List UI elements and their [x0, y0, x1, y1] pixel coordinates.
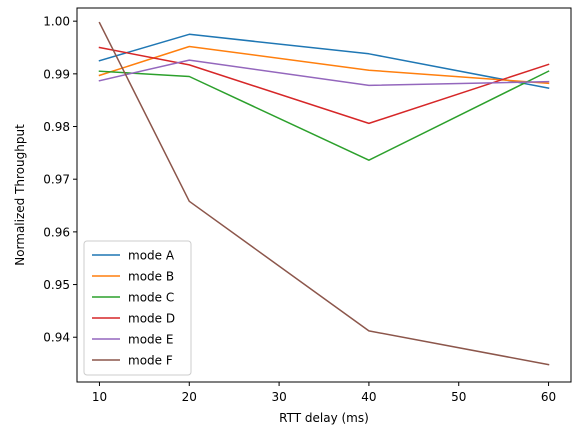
- legend-label: mode B: [128, 270, 174, 284]
- y-axis: 0.94 0.95 0.96 0.97 0.98 0.99 1.00: [43, 15, 77, 345]
- series-line-mode-a: [98, 33, 550, 89]
- x-axis: 10 20 30 40 50 60: [92, 382, 556, 404]
- x-tick-label: 50: [451, 390, 466, 404]
- y-tick-label: 0.96: [43, 225, 70, 239]
- legend-label: mode F: [128, 354, 173, 368]
- x-tick-label: 20: [182, 390, 197, 404]
- legend-box: [83, 240, 192, 376]
- legend-label: mode C: [128, 291, 174, 305]
- x-tick-label: 30: [271, 390, 286, 404]
- y-tick-label: 0.94: [43, 331, 70, 345]
- series-layer: [98, 21, 550, 366]
- y-axis-title: Normalized Throughput: [13, 124, 27, 266]
- series-line-mode-d: [98, 46, 550, 125]
- legend-label: mode D: [128, 312, 175, 326]
- x-tick-label: 40: [361, 390, 376, 404]
- plot-frame: [76, 7, 572, 383]
- series-line-mode-b: [98, 45, 550, 85]
- x-axis-title: RTT delay (ms): [279, 411, 369, 425]
- legend: mode A mode B mode C mode D mode E mode F: [83, 240, 192, 376]
- legend-label: mode E: [128, 333, 173, 347]
- y-tick-label: 0.99: [43, 67, 70, 81]
- x-tick-label: 10: [92, 390, 107, 404]
- y-tick-label: 1.00: [43, 15, 70, 29]
- legend-label: mode A: [128, 249, 175, 263]
- y-tick-label: 0.95: [43, 278, 70, 292]
- x-tick-label: 60: [541, 390, 556, 404]
- series-line-mode-c: [98, 70, 550, 161]
- y-tick-label: 0.97: [43, 173, 70, 187]
- y-tick-label: 0.98: [43, 120, 70, 134]
- series-line-mode-e: [98, 59, 550, 87]
- series-line-mode-f: [98, 21, 550, 366]
